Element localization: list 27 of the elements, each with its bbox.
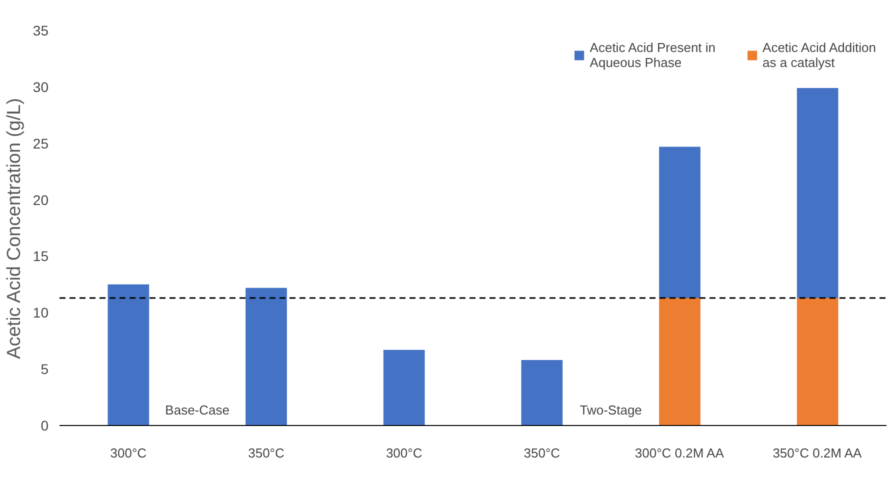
x-tick-label: 350°C bbox=[248, 446, 284, 460]
annotation: Two-Stage bbox=[580, 402, 642, 418]
bar bbox=[796, 88, 838, 298]
legend-label: Acetic Acid Present in Aqueous Phase bbox=[590, 40, 716, 70]
bar bbox=[108, 284, 150, 426]
x-tick-label: 350°C bbox=[524, 446, 560, 460]
y-tick-label: 20 bbox=[32, 192, 49, 208]
bar bbox=[659, 146, 700, 298]
bar bbox=[246, 288, 287, 426]
y-tick-label: 5 bbox=[40, 361, 49, 378]
y-tick-label: 35 bbox=[32, 22, 49, 38]
y-tick-label: 30 bbox=[32, 78, 49, 95]
x-tick-label: 300°C 0.2M AA bbox=[634, 446, 724, 460]
x-tick-label: 300°C bbox=[110, 446, 147, 460]
annotation: Base-Case bbox=[165, 402, 230, 418]
y-axis-title: Acetic Acid Concentration (g/L) bbox=[4, 98, 25, 359]
x-tick-label: 300°C bbox=[386, 446, 422, 460]
legend-label: Acetic Acid Addition as a catalyst bbox=[762, 40, 876, 70]
y-tick-label: 10 bbox=[32, 304, 49, 321]
y-tick-label: 0 bbox=[40, 418, 49, 434]
bar bbox=[383, 350, 425, 426]
bar bbox=[659, 298, 700, 426]
y-tick-label: 15 bbox=[32, 248, 49, 264]
x-tick-label: 350°C 0.2M AA bbox=[772, 446, 862, 460]
y-tick-label: 25 bbox=[32, 135, 49, 152]
bar bbox=[796, 298, 838, 426]
bar bbox=[521, 360, 563, 426]
